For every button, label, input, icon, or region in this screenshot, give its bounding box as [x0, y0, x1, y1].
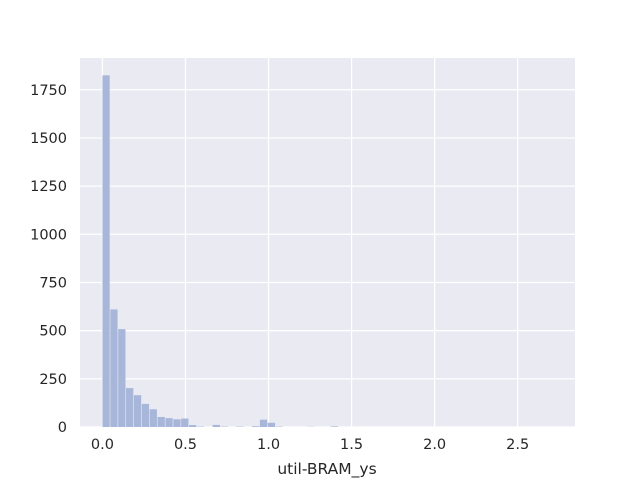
histogram-bar [126, 388, 133, 427]
plot-area [80, 58, 575, 427]
histogram-bar [173, 419, 180, 427]
histogram-bar [142, 404, 149, 427]
histogram-bar [150, 409, 157, 427]
y-axis-ticks: 0 250 500 750 1000 1250 1500 1750 [30, 83, 67, 436]
x-axis-title: util-BRAM_ys [277, 460, 376, 479]
x-tick-label: 2.5 [506, 437, 529, 453]
histogram-bar [213, 425, 220, 427]
y-tick-label: 1250 [30, 179, 67, 195]
x-tick-label: 1.0 [257, 437, 280, 453]
histogram-bar [110, 309, 117, 427]
y-tick-label: 500 [39, 324, 67, 340]
histogram-bar [102, 75, 109, 427]
x-tick-label: 2.0 [423, 437, 446, 453]
y-tick-label: 0 [58, 420, 67, 436]
y-tick-label: 1000 [30, 227, 67, 243]
y-tick-label: 750 [39, 275, 67, 291]
histogram-bar [158, 417, 165, 427]
histogram-bar [260, 420, 267, 427]
histogram-bar [331, 426, 338, 427]
histogram-bar [189, 425, 196, 427]
histogram-bar [252, 426, 259, 427]
histogram-bar [268, 423, 275, 427]
x-tick-label: 1.5 [340, 437, 363, 453]
y-tick-label: 250 [39, 372, 67, 388]
histogram-bar [181, 419, 188, 427]
x-tick-label: 0.5 [174, 437, 197, 453]
y-tick-label: 1500 [30, 131, 67, 147]
y-tick-label: 1750 [30, 83, 67, 99]
histogram-bar [134, 395, 141, 427]
x-axis-ticks: 0.0 0.5 1.0 1.5 2.0 2.5 [91, 437, 529, 453]
histogram-bar [118, 329, 125, 427]
x-tick-label: 0.0 [91, 437, 114, 453]
histogram-bar [165, 418, 172, 427]
